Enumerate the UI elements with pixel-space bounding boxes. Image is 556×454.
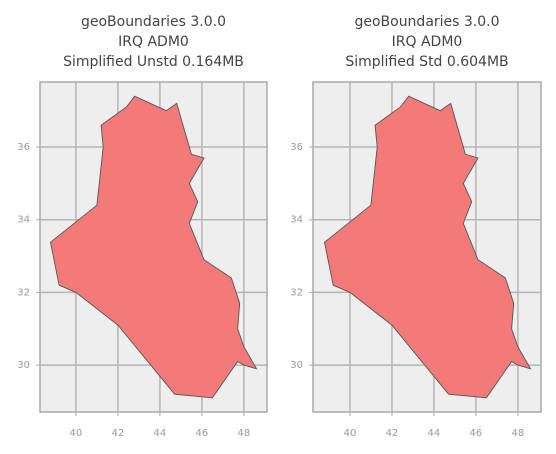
country-shape (50, 95, 258, 399)
y-tick-label: 32 (17, 287, 30, 298)
chart-title: Simplified Unstd 0.164MB (63, 54, 244, 70)
x-tick-label: 42 (112, 428, 125, 439)
x-tick-label: 46 (470, 428, 483, 439)
y-tick-label: 36 (290, 142, 303, 153)
country-shape (324, 95, 532, 399)
x-tick-label: 40 (70, 428, 83, 439)
chart-title: IRQ ADM0 (392, 34, 463, 50)
chart-title: geoBoundaries 3.0.0 (354, 14, 499, 30)
x-tick-label: 48 (238, 428, 251, 439)
chart-title: geoBoundaries 3.0.0 (81, 14, 226, 30)
y-tick-label: 34 (17, 215, 30, 226)
y-tick-label: 34 (290, 215, 303, 226)
y-tick-label: 30 (17, 360, 30, 371)
chart-title: IRQ ADM0 (118, 34, 189, 50)
x-tick-label: 44 (428, 428, 441, 439)
x-tick-label: 44 (154, 428, 167, 439)
y-tick-label: 32 (290, 287, 303, 298)
y-tick-label: 36 (17, 142, 30, 153)
x-tick-label: 48 (512, 428, 525, 439)
x-tick-label: 40 (344, 428, 357, 439)
x-tick-label: 46 (196, 428, 209, 439)
chart-title: Simplified Std 0.604MB (345, 54, 508, 70)
x-tick-label: 42 (386, 428, 399, 439)
y-tick-label: 30 (290, 360, 303, 371)
